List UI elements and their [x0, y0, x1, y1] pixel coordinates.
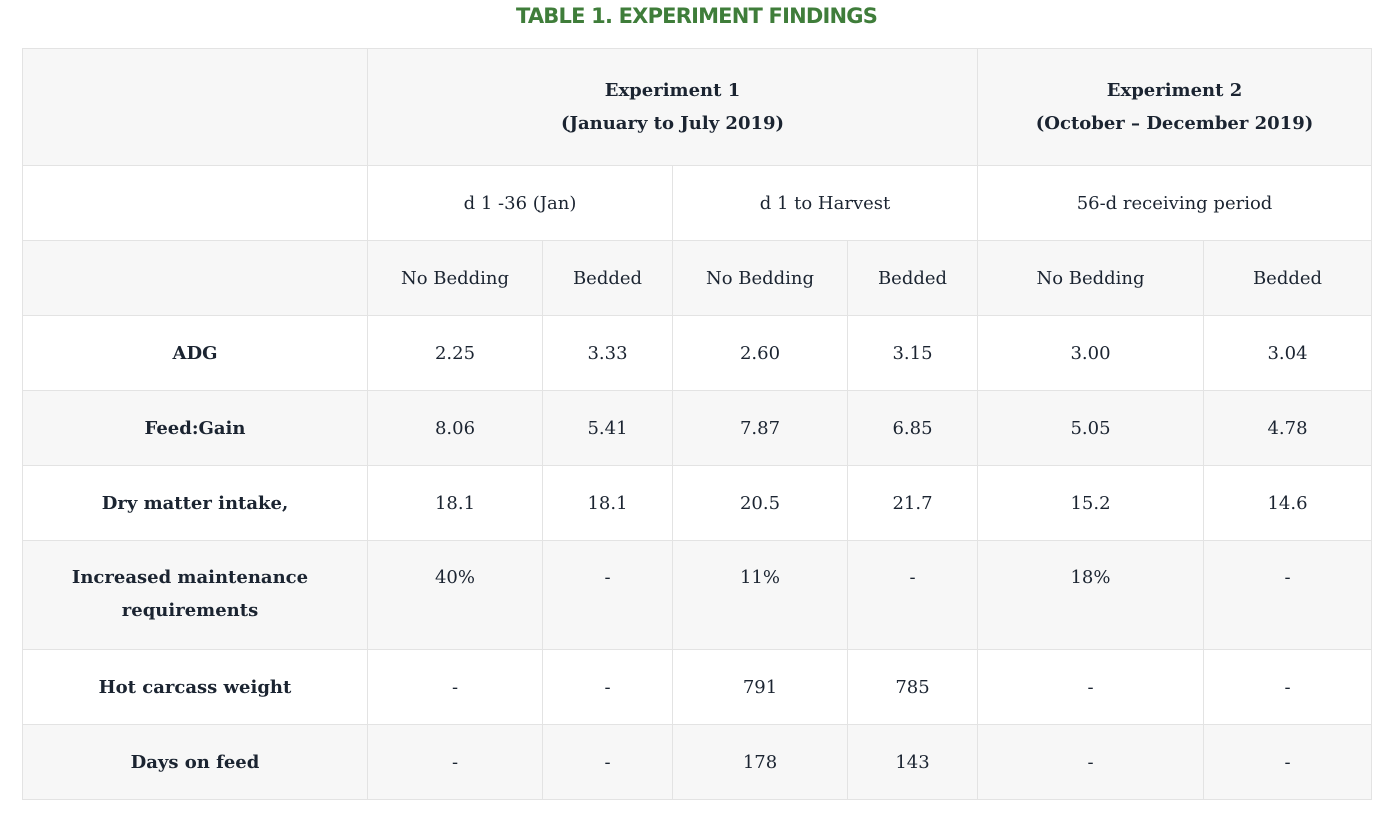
table-cell: - — [977, 649, 1204, 725]
table-cell: 18.1 — [542, 465, 673, 541]
row-label: Feed:Gain — [22, 390, 368, 466]
row-label: Increased maintenance requirements — [71, 567, 309, 621]
table-cell: 40% — [434, 567, 475, 588]
table-row: Hot carcass weight - - 791 785 - - — [22, 649, 1373, 725]
table-cell: 785 — [847, 649, 978, 725]
experiment-1-name: Experiment 1 — [604, 80, 741, 101]
table-cell: - — [1202, 724, 1373, 800]
table-cell: 3.04 — [1202, 315, 1373, 391]
table-cell: - — [542, 724, 673, 800]
table-cell-wrap: - — [1202, 540, 1373, 650]
empty-group-cell — [22, 240, 368, 316]
table-cell: 21.7 — [847, 465, 978, 541]
row-label: ADG — [22, 315, 368, 391]
period-header-row: d 1 -36 (Jan) d 1 to Harvest 56-d receiv… — [22, 165, 1373, 241]
table-cell: - — [604, 567, 611, 588]
empty-period-cell — [22, 165, 368, 241]
table-cell: 178 — [672, 724, 848, 800]
row-label: Hot carcass weight — [22, 649, 368, 725]
group-header: Bedded — [1202, 240, 1373, 316]
table-cell: 18% — [1070, 567, 1111, 588]
table-cell: 7.87 — [672, 390, 848, 466]
table-cell: 6.85 — [847, 390, 978, 466]
group-header: Bedded — [542, 240, 673, 316]
table-cell-wrap: 40% — [367, 540, 543, 650]
table-cell-wrap: 18% — [977, 540, 1204, 650]
table-cell: 18.1 — [367, 465, 543, 541]
table-cell: 11% — [739, 567, 780, 588]
table-cell: 2.60 — [672, 315, 848, 391]
table-cell: 4.78 — [1202, 390, 1373, 466]
table-row: Days on feed - - 178 143 - - — [22, 724, 1373, 800]
table-cell-wrap: 11% — [672, 540, 848, 650]
group-header: No Bedding — [367, 240, 543, 316]
table-cell: 5.05 — [977, 390, 1204, 466]
row-label-cell: Increased maintenance requirements — [22, 540, 368, 650]
table-cell: 20.5 — [672, 465, 848, 541]
table-cell: 5.41 — [542, 390, 673, 466]
table-cell: - — [909, 567, 916, 588]
table-cell: 2.25 — [367, 315, 543, 391]
group-header: No Bedding — [977, 240, 1204, 316]
experiment-2-name: Experiment 2 — [1106, 80, 1243, 101]
table-cell: - — [542, 649, 673, 725]
table-cell: - — [367, 649, 543, 725]
group-header-row: No Bedding Bedded No Bedding Bedded No B… — [22, 240, 1373, 316]
table-cell: 3.33 — [542, 315, 673, 391]
row-label: Dry matter intake, — [22, 465, 368, 541]
table-cell: 8.06 — [367, 390, 543, 466]
table-cell: - — [367, 724, 543, 800]
table-cell: 3.15 — [847, 315, 978, 391]
experiment-2-period: (October – December 2019) — [1035, 113, 1314, 134]
table-cell-wrap: - — [847, 540, 978, 650]
experiment-header-row: Experiment 1 (January to July 2019) Expe… — [22, 48, 1373, 166]
table-row: Increased maintenance requirements 40% -… — [22, 540, 1373, 650]
table-row: Dry matter intake, 18.1 18.1 20.5 21.7 1… — [22, 465, 1373, 541]
table-cell: - — [1284, 567, 1291, 588]
table-cell-wrap: - — [542, 540, 673, 650]
table-cell: 143 — [847, 724, 978, 800]
table-cell: - — [977, 724, 1204, 800]
experiment-2-header: Experiment 2 (October – December 2019) — [976, 48, 1373, 166]
period-header: 56-d receiving period — [976, 165, 1373, 241]
table-cell: 15.2 — [977, 465, 1204, 541]
group-header: No Bedding — [672, 240, 848, 316]
period-header: d 1 to Harvest — [672, 165, 978, 241]
experiment-1-period: (January to July 2019) — [560, 113, 785, 134]
group-header: Bedded — [847, 240, 978, 316]
table-row: ADG 2.25 3.33 2.60 3.15 3.00 3.04 — [22, 315, 1373, 391]
empty-corner-cell — [22, 48, 368, 166]
table-cell: 14.6 — [1202, 465, 1373, 541]
table-cell: 791 — [672, 649, 848, 725]
table-title: TABLE 1. EXPERIMENT FINDINGS — [515, 4, 878, 28]
period-header: d 1 -36 (Jan) — [367, 165, 673, 241]
experiment-1-header: Experiment 1 (January to July 2019) — [367, 48, 978, 166]
table-cell: 3.00 — [977, 315, 1204, 391]
table-row: Feed:Gain 8.06 5.41 7.87 6.85 5.05 4.78 — [22, 390, 1373, 466]
row-label: Days on feed — [22, 724, 368, 800]
findings-table: Experiment 1 (January to July 2019) Expe… — [22, 48, 1373, 800]
table-cell: - — [1202, 649, 1373, 725]
